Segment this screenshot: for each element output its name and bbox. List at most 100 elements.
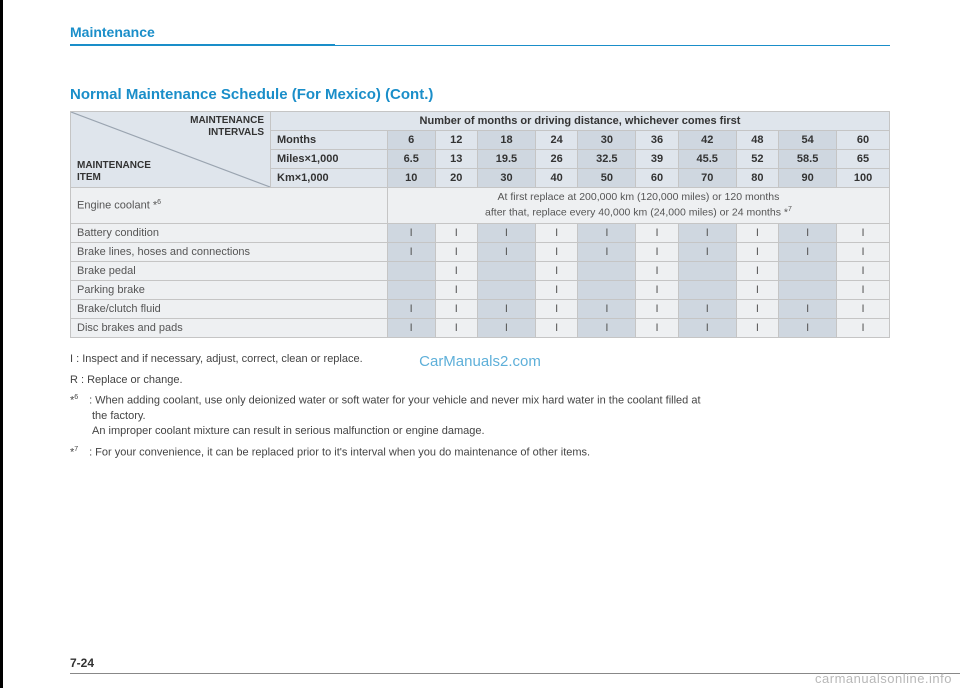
item-label: Brake/clutch fluid (71, 299, 388, 318)
header-bar: Maintenance (70, 24, 890, 46)
interval-value: 36 (636, 131, 678, 150)
interval-value: 50 (578, 169, 636, 188)
diag-top-line1: MAINTENANCE (190, 115, 264, 126)
item-cell: I (578, 318, 636, 337)
item-cell: I (578, 242, 636, 261)
legend-note7: *7 : For your convenience, it can be rep… (70, 445, 890, 461)
interval-value: 52 (736, 150, 778, 169)
interval-value: 12 (435, 131, 477, 150)
item-cell: I (535, 242, 577, 261)
item-cell: I (837, 280, 890, 299)
table-row: Battery conditionIIIIIIIIII (71, 223, 890, 242)
item-cell: I (736, 261, 778, 280)
interval-value: 42 (678, 131, 736, 150)
interval-header: Number of months or driving distance, wh… (271, 112, 890, 131)
item-cell: I (478, 242, 536, 261)
interval-value: 26 (535, 150, 577, 169)
item-cell: I (837, 242, 890, 261)
item-cell (678, 261, 736, 280)
item-label: Brake pedal (71, 261, 388, 280)
item-cell: I (535, 280, 577, 299)
item-cell: I (736, 242, 778, 261)
interval-value: 30 (478, 169, 536, 188)
item-cell: I (779, 242, 837, 261)
interval-value: 48 (736, 131, 778, 150)
interval-value: 24 (535, 131, 577, 150)
item-cell (678, 280, 736, 299)
coolant-sup: 6 (157, 199, 161, 206)
item-cell: I (478, 299, 536, 318)
interval-value: 6 (387, 131, 435, 150)
table-row: Disc brakes and padsIIIIIIIIII (71, 318, 890, 337)
item-cell: I (435, 318, 477, 337)
item-cell: I (678, 223, 736, 242)
interval-value: 19.5 (478, 150, 536, 169)
item-cell: I (535, 299, 577, 318)
item-cell: I (678, 318, 736, 337)
interval-value: 80 (736, 169, 778, 188)
diag-top-line2: INTERVALS (208, 127, 264, 138)
item-cell: I (736, 299, 778, 318)
interval-value: 6.5 (387, 150, 435, 169)
interval-value: 65 (837, 150, 890, 169)
item-cell: I (636, 299, 678, 318)
item-cell: I (837, 223, 890, 242)
item-label: Parking brake (71, 280, 388, 299)
item-cell: I (435, 280, 477, 299)
coolant-note-line2: after that, replace every 40,000 km (24,… (485, 206, 788, 218)
table-row: Brake lines, hoses and connectionsIIIIII… (71, 242, 890, 261)
coolant-label: Engine coolant * (77, 200, 157, 212)
coolant-note: At first replace at 200,000 km (120,000 … (387, 188, 889, 224)
interval-value: 100 (837, 169, 890, 188)
item-cell: I (435, 223, 477, 242)
header-rule (335, 45, 890, 46)
item-cell (578, 280, 636, 299)
item-label: Battery condition (71, 223, 388, 242)
item-cell: I (478, 223, 536, 242)
item-cell: I (636, 223, 678, 242)
item-cell: I (636, 318, 678, 337)
interval-value: 54 (779, 131, 837, 150)
item-cell: I (578, 223, 636, 242)
item-cell: I (636, 280, 678, 299)
interval-label: Miles×1,000 (271, 150, 388, 169)
item-cell: I (837, 299, 890, 318)
interval-value: 40 (535, 169, 577, 188)
diag-bottom-line1: MAINTENANCE (77, 160, 151, 171)
item-label: Brake lines, hoses and connections (71, 242, 388, 261)
item-cell: I (535, 318, 577, 337)
item-cell: I (387, 242, 435, 261)
item-cell (478, 261, 536, 280)
item-cell: I (535, 261, 577, 280)
item-cell: I (837, 318, 890, 337)
section-title: Normal Maintenance Schedule (For Mexico)… (70, 86, 890, 103)
interval-value: 18 (478, 131, 536, 150)
header-section: Maintenance (70, 24, 335, 46)
legend: I : Inspect and if necessary, adjust, co… (70, 352, 890, 460)
item-label: Disc brakes and pads (71, 318, 388, 337)
item-cell (779, 280, 837, 299)
diagonal-header: MAINTENANCE INTERVALS MAINTENANCE ITEM (71, 112, 271, 188)
scan-artifact (0, 0, 3, 688)
interval-value: 32.5 (578, 150, 636, 169)
interval-value: 58.5 (779, 150, 837, 169)
interval-value: 90 (779, 169, 837, 188)
item-cell: I (636, 261, 678, 280)
legend-note6: *6 : When adding coolant, use only deion… (70, 393, 890, 438)
item-cell: I (535, 223, 577, 242)
table-row: Parking brakeIIIII (71, 280, 890, 299)
interval-value: 45.5 (678, 150, 736, 169)
item-cell: I (435, 242, 477, 261)
interval-label: Km×1,000 (271, 169, 388, 188)
interval-label: Months (271, 131, 388, 150)
item-cell (387, 280, 435, 299)
interval-value: 70 (678, 169, 736, 188)
item-cell (779, 261, 837, 280)
site-watermark: carmanualsonline.info (815, 671, 952, 686)
item-cell: I (779, 318, 837, 337)
diag-bottom-line2: ITEM (77, 172, 101, 183)
item-coolant: Engine coolant *6 (71, 188, 388, 224)
item-cell: I (578, 299, 636, 318)
item-cell: I (387, 299, 435, 318)
item-cell (478, 280, 536, 299)
